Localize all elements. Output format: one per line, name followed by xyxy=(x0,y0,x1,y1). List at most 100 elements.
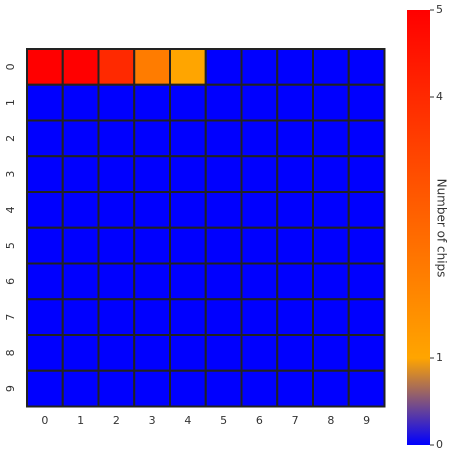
heatmap-cell xyxy=(133,48,171,86)
heatmap-cell xyxy=(133,334,171,372)
heatmap-cell xyxy=(61,334,100,372)
heatmap-cell xyxy=(169,226,207,265)
heatmap-cell xyxy=(312,334,350,372)
heatmap-cell xyxy=(204,262,243,301)
colorbar-tick-label: 5 xyxy=(436,3,443,16)
heatmap-cell xyxy=(204,119,243,158)
x-tick-label: 4 xyxy=(184,414,191,427)
x-tick-label: 5 xyxy=(220,414,227,427)
x-tick-label: 0 xyxy=(41,414,48,427)
y-tick-label: 8 xyxy=(4,349,17,356)
heatmap-cell xyxy=(169,262,207,301)
heatmap-cell xyxy=(276,48,314,86)
y-tick-label: 4 xyxy=(4,206,17,213)
heatmap-cell xyxy=(169,298,207,336)
heatmap-cell xyxy=(347,334,386,372)
heatmap-cell xyxy=(276,298,314,336)
heatmap-cell xyxy=(133,298,171,336)
heatmap-cell xyxy=(240,191,279,229)
heatmap-cell xyxy=(347,226,386,265)
heatmap-cell xyxy=(347,369,386,408)
heatmap-cell xyxy=(61,119,100,158)
heatmap-cell xyxy=(26,155,64,193)
y-tick-label: 6 xyxy=(4,278,17,285)
heatmap-cell xyxy=(312,298,350,336)
y-tick-label: 2 xyxy=(4,135,17,142)
heatmap-cell xyxy=(61,298,100,336)
heatmap-cell xyxy=(26,334,64,372)
x-tick-label: 8 xyxy=(327,414,334,427)
heatmap-cell xyxy=(240,298,279,336)
heatmap-cell xyxy=(312,83,350,122)
heatmap-cell xyxy=(276,155,314,193)
heatmap-cell xyxy=(276,119,314,158)
heatmap-cell xyxy=(312,226,350,265)
heatmap-cell xyxy=(276,334,314,372)
heatmap-cell xyxy=(312,155,350,193)
heatmap-cell xyxy=(347,191,386,229)
x-tick-label: 3 xyxy=(149,414,156,427)
heatmap-cell xyxy=(61,83,100,122)
heatmap-cell xyxy=(26,226,64,265)
colorbar-label: Number of chips xyxy=(435,179,449,278)
heatmap-cell xyxy=(169,83,207,122)
heatmap-cell xyxy=(204,369,243,408)
heatmap-cell xyxy=(169,191,207,229)
heatmap-cell xyxy=(312,119,350,158)
y-tick-label: 3 xyxy=(4,171,17,178)
heatmap-cell xyxy=(312,48,350,86)
heatmap-cell xyxy=(169,155,207,193)
colorbar-tick-label: 4 xyxy=(436,90,443,103)
heatmap-cell xyxy=(240,334,279,372)
heatmap-cell xyxy=(97,334,136,372)
heatmap-cell xyxy=(240,83,279,122)
heatmap-cell xyxy=(347,119,386,158)
heatmap-cell xyxy=(61,191,100,229)
heatmap-cell xyxy=(61,226,100,265)
heatmap-cell xyxy=(312,191,350,229)
heatmap-cell xyxy=(169,334,207,372)
x-tick-label: 1 xyxy=(77,414,84,427)
heatmap-cell xyxy=(204,155,243,193)
heatmap-cell xyxy=(240,226,279,265)
heatmap-cell xyxy=(169,369,207,408)
colorbar-tick-label: 0 xyxy=(436,438,443,451)
heatmap-cell xyxy=(97,298,136,336)
heatmap-cell xyxy=(347,48,386,86)
heatmap-cell xyxy=(240,262,279,301)
heatmap-cell xyxy=(26,119,64,158)
heatmap-cell xyxy=(97,83,136,122)
y-tick-label: 7 xyxy=(4,314,17,321)
heatmap-cell xyxy=(312,369,350,408)
colorbar xyxy=(407,10,430,445)
heatmap-cell xyxy=(133,119,171,158)
heatmap-cell xyxy=(26,191,64,229)
heatmap-cell xyxy=(240,155,279,193)
heatmap-cell xyxy=(26,369,64,408)
heatmap-cell xyxy=(97,48,136,86)
heatmap-cell xyxy=(97,369,136,408)
heatmap-cell xyxy=(204,334,243,372)
heatmap-cell xyxy=(276,226,314,265)
heatmap-cell xyxy=(133,191,171,229)
heatmap-cell xyxy=(347,155,386,193)
heatmap-cell xyxy=(347,262,386,301)
x-tick-label: 2 xyxy=(113,414,120,427)
heatmap-cell xyxy=(61,155,100,193)
heatmap-cell xyxy=(204,48,243,86)
heatmap-cell xyxy=(347,298,386,336)
heatmap-cell xyxy=(26,262,64,301)
heatmap-cell xyxy=(61,262,100,301)
x-tick-label: 9 xyxy=(363,414,370,427)
heatmap-cell xyxy=(240,48,279,86)
y-tick-label: 1 xyxy=(4,99,17,106)
heatmap-cell xyxy=(204,83,243,122)
heatmap-cell xyxy=(97,262,136,301)
heatmap-cell xyxy=(26,48,64,86)
heatmap-cell xyxy=(97,191,136,229)
x-tick-label: 7 xyxy=(292,414,299,427)
y-tick-label: 9 xyxy=(4,385,17,392)
heatmap-cell xyxy=(276,191,314,229)
heatmap-cell xyxy=(276,83,314,122)
